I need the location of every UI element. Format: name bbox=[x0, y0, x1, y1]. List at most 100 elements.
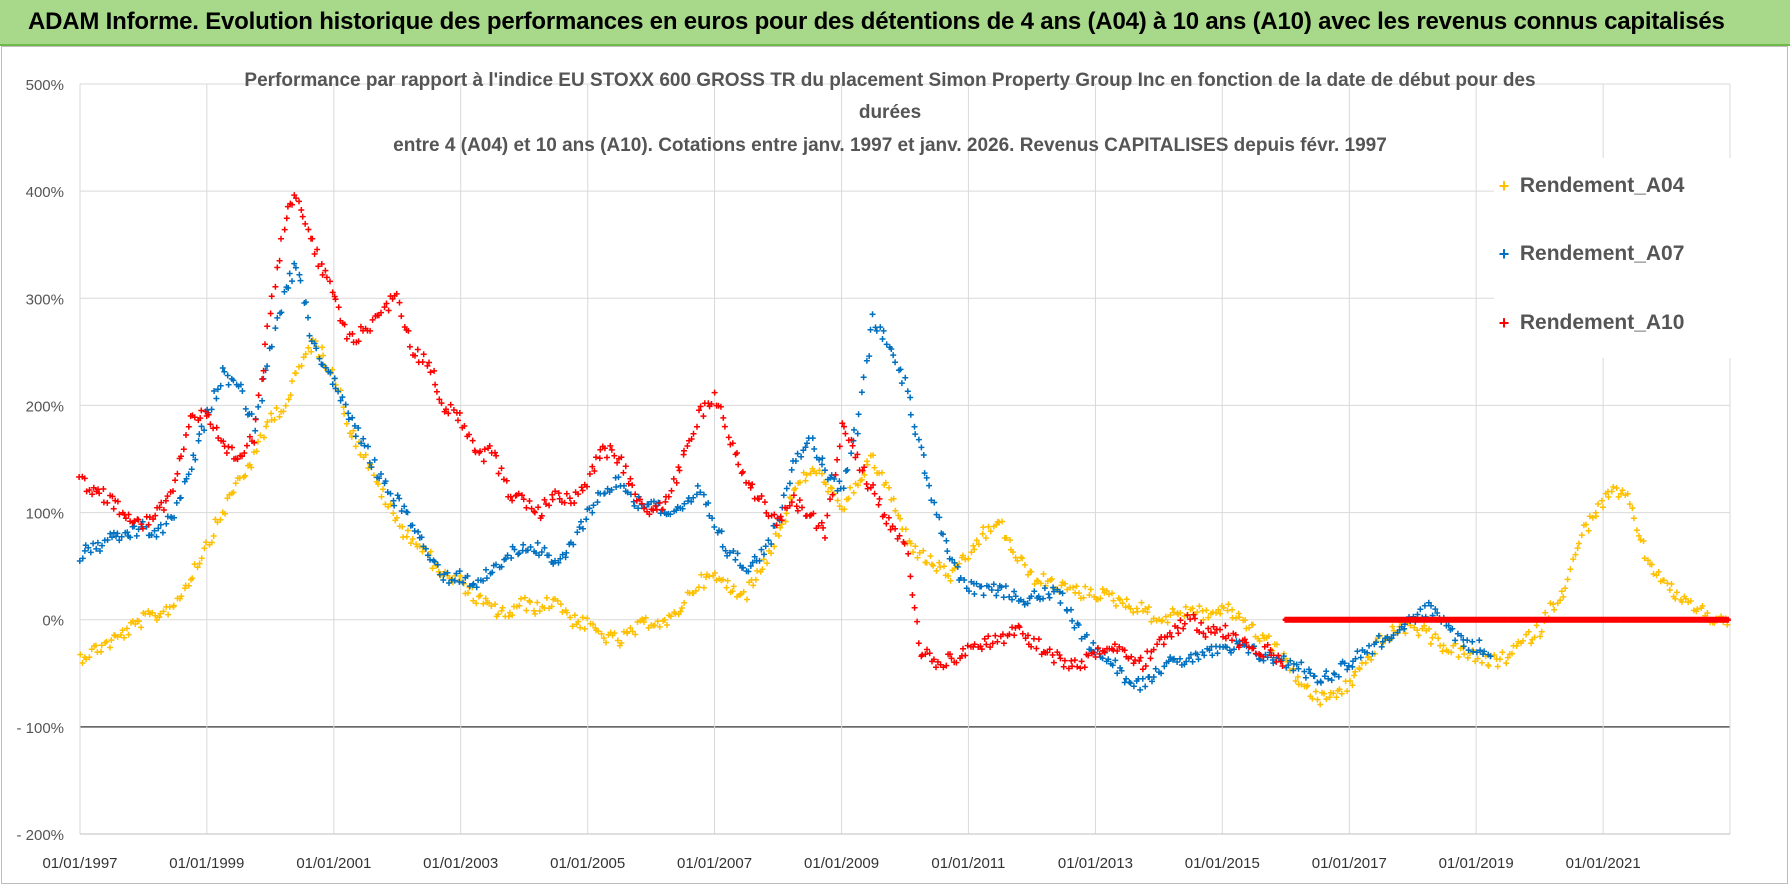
data-point bbox=[1672, 595, 1679, 602]
data-point bbox=[1504, 654, 1511, 661]
data-point bbox=[790, 492, 797, 499]
data-point bbox=[125, 631, 132, 638]
data-point bbox=[492, 449, 498, 456]
x-tick-label: 01/01/1997 bbox=[42, 855, 117, 872]
data-point bbox=[424, 362, 431, 369]
data-point bbox=[1673, 589, 1680, 596]
data-point bbox=[661, 616, 668, 623]
data-point bbox=[255, 438, 261, 445]
data-point bbox=[396, 299, 403, 306]
data-point bbox=[1435, 635, 1442, 642]
data-point bbox=[1203, 607, 1210, 614]
data-point bbox=[1641, 555, 1648, 562]
data-point bbox=[185, 471, 192, 478]
data-point bbox=[729, 588, 736, 595]
data-point bbox=[86, 654, 93, 661]
data-point bbox=[627, 475, 634, 482]
data-point bbox=[589, 509, 596, 516]
x-tick-label: 01/01/2021 bbox=[1566, 855, 1641, 872]
data-point bbox=[940, 531, 946, 538]
data-point bbox=[1653, 572, 1660, 579]
data-point bbox=[368, 464, 375, 471]
x-tick-label: 01/01/2015 bbox=[1185, 855, 1260, 872]
data-point bbox=[1275, 652, 1282, 659]
data-point bbox=[1040, 571, 1047, 577]
data-point bbox=[1389, 623, 1396, 630]
data-point bbox=[603, 639, 609, 646]
data-point bbox=[378, 309, 384, 316]
data-point bbox=[524, 547, 531, 554]
data-point bbox=[1118, 667, 1125, 674]
data-point bbox=[124, 529, 131, 536]
data-point bbox=[883, 341, 890, 348]
data-point bbox=[1028, 593, 1035, 600]
data-point bbox=[1280, 653, 1287, 660]
data-point bbox=[1059, 590, 1066, 597]
data-point bbox=[1287, 657, 1294, 664]
data-point bbox=[730, 548, 737, 554]
x-tick-label: 01/01/2007 bbox=[677, 855, 752, 872]
data-point bbox=[278, 309, 285, 316]
data-point bbox=[538, 549, 545, 555]
data-point bbox=[466, 583, 473, 590]
data-point bbox=[1011, 632, 1018, 639]
data-point bbox=[319, 361, 326, 368]
data-point bbox=[734, 550, 741, 557]
data-point bbox=[915, 436, 922, 443]
data-point bbox=[159, 529, 166, 536]
data-point bbox=[996, 519, 1003, 526]
data-point bbox=[1583, 521, 1589, 528]
data-point bbox=[486, 442, 493, 449]
data-point bbox=[851, 426, 857, 433]
data-point bbox=[230, 489, 237, 496]
data-point bbox=[1351, 672, 1358, 679]
data-point bbox=[205, 411, 212, 418]
data-point bbox=[534, 599, 541, 606]
data-point bbox=[948, 655, 955, 662]
data-point bbox=[957, 575, 964, 581]
data-point bbox=[834, 456, 841, 463]
data-point bbox=[99, 542, 105, 549]
data-point bbox=[109, 534, 115, 541]
data-point bbox=[1496, 656, 1503, 663]
data-point bbox=[189, 575, 196, 582]
legend-marker-a04: + bbox=[1498, 176, 1510, 196]
data-point bbox=[520, 496, 527, 503]
data-point bbox=[1165, 658, 1172, 665]
data-point bbox=[125, 511, 132, 518]
data-point bbox=[531, 508, 537, 515]
data-point bbox=[659, 506, 666, 513]
data-point bbox=[681, 500, 688, 507]
data-point bbox=[347, 430, 353, 437]
data-point bbox=[272, 325, 279, 332]
data-point bbox=[1666, 587, 1673, 593]
x-tick-label: 01/01/2013 bbox=[1058, 855, 1133, 872]
data-point bbox=[339, 394, 346, 401]
data-point bbox=[618, 640, 625, 646]
data-point bbox=[1415, 632, 1422, 639]
data-point bbox=[1378, 643, 1385, 650]
data-point bbox=[302, 220, 309, 227]
data-point bbox=[971, 546, 978, 553]
data-point bbox=[1050, 659, 1057, 666]
data-point bbox=[641, 619, 647, 625]
data-point bbox=[964, 642, 971, 649]
data-point bbox=[79, 660, 86, 666]
data-point bbox=[194, 564, 201, 571]
data-point bbox=[983, 641, 990, 648]
data-point bbox=[516, 550, 523, 557]
data-point bbox=[1547, 600, 1554, 607]
data-point bbox=[890, 352, 897, 359]
data-point bbox=[773, 522, 780, 529]
data-point bbox=[1182, 603, 1189, 610]
data-point bbox=[331, 375, 338, 382]
data-point bbox=[1241, 636, 1248, 643]
data-point bbox=[632, 491, 639, 498]
data-point bbox=[614, 459, 621, 466]
data-point bbox=[495, 611, 502, 618]
data-point bbox=[492, 601, 499, 608]
data-point bbox=[286, 270, 293, 277]
data-point bbox=[365, 465, 372, 472]
data-point bbox=[170, 488, 176, 495]
